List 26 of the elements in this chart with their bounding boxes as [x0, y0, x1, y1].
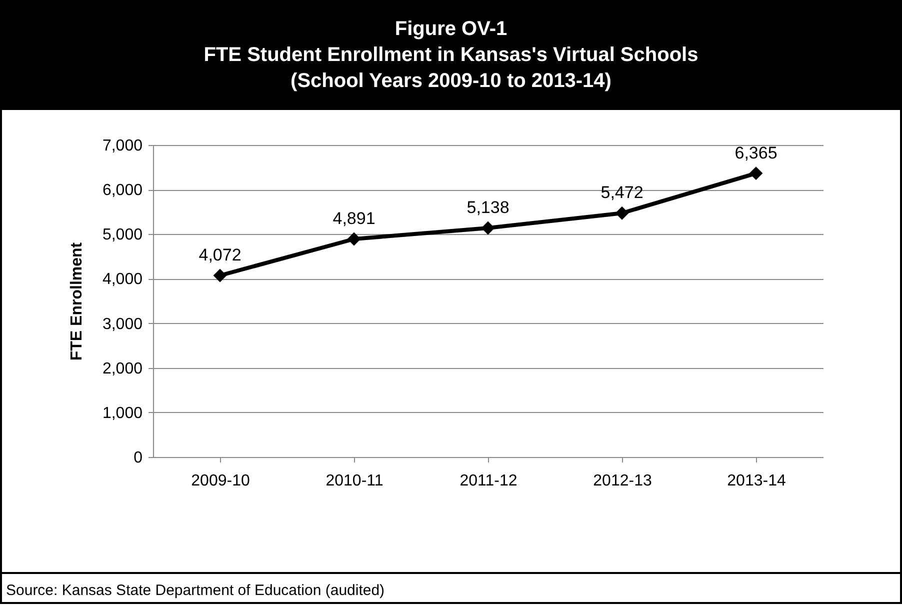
point — [481, 221, 495, 235]
y-tick-label: 1,000 — [102, 404, 143, 422]
data-label: 6,365 — [734, 143, 778, 162]
y-tick-label: 2,000 — [102, 360, 143, 378]
y-tick-label: 5,000 — [102, 226, 143, 244]
y-tick-label: 7,000 — [102, 138, 143, 154]
point — [347, 232, 361, 246]
x-tick-label: 2009-10 — [191, 472, 250, 490]
y-tick-label: 0 — [134, 450, 143, 466]
y-axis-title: FTE Enrollment — [68, 242, 86, 361]
source-note: Source: Kansas State Department of Education (audited) — [2, 572, 900, 605]
data-label: 4,891 — [332, 209, 376, 228]
y-tick-label: 6,000 — [102, 182, 143, 200]
x-tick-label: 2013-14 — [727, 472, 786, 490]
data-label: 5,138 — [466, 198, 510, 217]
data-label: 4,072 — [198, 246, 242, 265]
point — [615, 206, 629, 220]
data-label: 5,472 — [600, 183, 644, 202]
point — [213, 268, 227, 282]
chart-title: Figure OV-1 FTE Student Enrollment in Kansas's Virtual Schools (School Years 2009-10 to 2013-14) — [2, 2, 900, 110]
x-tick-label: 2011-12 — [460, 472, 518, 490]
y-tick-label: 3,000 — [102, 316, 143, 333]
x-tick-label: 2010-11 — [326, 472, 384, 490]
y-tick-label: 4,000 — [102, 271, 143, 288]
point — [749, 166, 763, 180]
x-tick-label: 2012-13 — [593, 472, 652, 490]
